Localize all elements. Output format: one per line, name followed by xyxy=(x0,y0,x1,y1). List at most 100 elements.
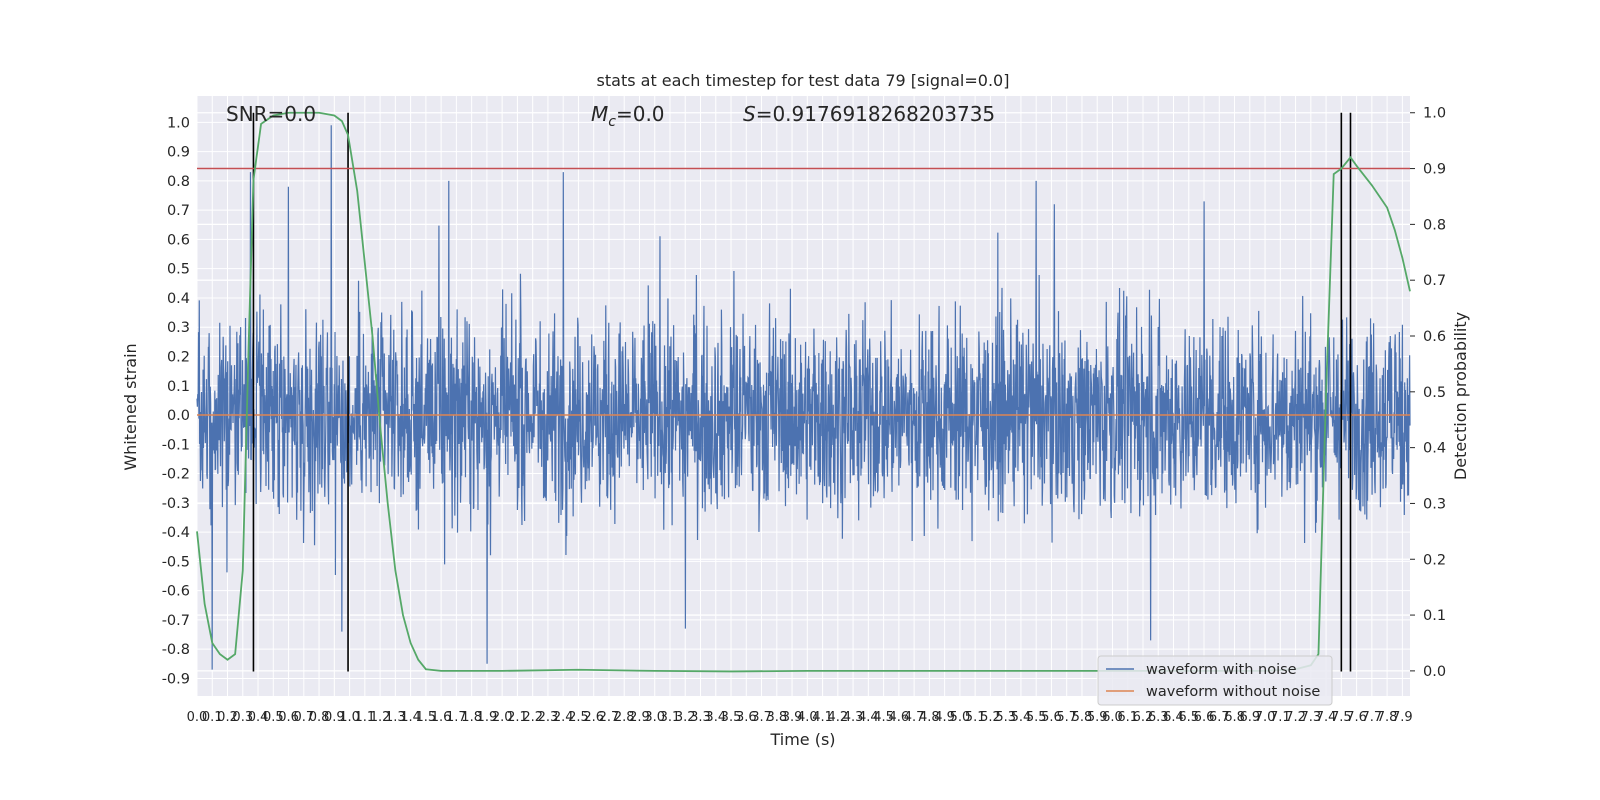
y-tick-label-right: 0.8 xyxy=(1423,217,1446,233)
x-tick-label: 7.3 xyxy=(1300,710,1321,725)
x-tick-label: 4.1 xyxy=(812,710,833,725)
x-tick-label: 5.7 xyxy=(1056,710,1077,725)
y-axis-label-left: Whitened strain xyxy=(121,343,140,470)
x-tick-label: 5.6 xyxy=(1041,710,1062,725)
x-tick-label: 1.0 xyxy=(339,710,360,725)
x-tick-label: 5.4 xyxy=(1011,710,1032,725)
y-tick-label-right: 0.3 xyxy=(1423,496,1446,512)
x-tick-label: 0.8 xyxy=(309,710,330,725)
waveform-with-noise-line xyxy=(196,125,1411,670)
x-tick-label: 5.1 xyxy=(965,710,986,725)
x-tick-label: 7.9 xyxy=(1392,710,1413,725)
s-value: =0.9176918268203735 xyxy=(756,102,995,126)
x-tick-label: 0.2 xyxy=(217,710,238,725)
y-tick-label-left: -0.7 xyxy=(162,613,190,629)
y-tick-label-left: 0.6 xyxy=(167,232,190,248)
y-tick-label-left: 0.0 xyxy=(167,408,190,424)
y-tick-label-left: 0.4 xyxy=(167,291,190,307)
mc-symbol: M xyxy=(591,102,608,126)
x-tick-label: 2.8 xyxy=(614,710,635,725)
x-tick-label: 2.1 xyxy=(507,710,528,725)
y-tick-label-right: 0.5 xyxy=(1423,385,1446,401)
x-tick-label: 5.2 xyxy=(980,710,1001,725)
y-tick-label-left: 0.1 xyxy=(167,379,190,395)
x-tick-label: 1.7 xyxy=(446,710,467,725)
x-tick-label: 6.1 xyxy=(1117,710,1138,725)
x-tick-label: 0.4 xyxy=(248,710,269,725)
y-axis-label-right: Detection probability xyxy=(1451,312,1470,480)
x-tick-label: 7.2 xyxy=(1285,710,1306,725)
x-tick-label: 0.9 xyxy=(324,710,345,725)
s-annotation: S=0.9176918268203735 xyxy=(743,102,995,126)
y-tick-label-right: 0.9 xyxy=(1423,162,1446,178)
x-tick-label: 0.1 xyxy=(202,710,223,725)
x-tick-label: 5.8 xyxy=(1072,710,1093,725)
x-tick-label: 3.3 xyxy=(690,710,711,725)
mc-annotation: Mc=0.0 xyxy=(591,102,665,130)
x-tick-label: 5.3 xyxy=(995,710,1016,725)
chart-title: stats at each timestep for test data 79 … xyxy=(597,71,1010,90)
x-tick-label: 3.1 xyxy=(660,710,681,725)
y-tick-label-left: -0.2 xyxy=(162,467,190,483)
x-tick-label: 6.7 xyxy=(1209,710,1230,725)
y-tick-label-left: 0.3 xyxy=(167,320,190,336)
x-tick-label: 3.6 xyxy=(736,710,757,725)
x-tick-label: 0.5 xyxy=(263,710,284,725)
x-tick-label: 4.4 xyxy=(858,710,879,725)
x-tick-label: 3.7 xyxy=(751,710,772,725)
x-tick-label: 1.9 xyxy=(477,710,498,725)
x-tick-label: 7.0 xyxy=(1255,710,1276,725)
y-tick-label-left: -0.1 xyxy=(162,437,190,453)
legend-label-clean: waveform without noise xyxy=(1146,684,1320,700)
y-tick-label-left: 0.5 xyxy=(167,262,190,278)
y-tick-label-right: 0.0 xyxy=(1423,664,1446,680)
x-tick-label: 3.0 xyxy=(644,710,665,725)
x-tick-label: 3.9 xyxy=(782,710,803,725)
x-tick-label: 1.3 xyxy=(385,710,406,725)
x-tick-label: 3.2 xyxy=(675,710,696,725)
y-tick-label-left: 1.0 xyxy=(167,115,190,131)
x-tick-label: 4.0 xyxy=(797,710,818,725)
snr-annotation: SNR=0.0 xyxy=(226,102,316,126)
x-tick-label: 1.2 xyxy=(370,710,391,725)
x-tick-label: 4.7 xyxy=(904,710,925,725)
x-tick-label: 6.4 xyxy=(1163,710,1184,725)
x-tick-label: 2.3 xyxy=(538,710,559,725)
y-tick-label-left: -0.5 xyxy=(162,554,190,570)
y-ticks-left: 1.0 0.9 0.8 0.7 0.6 0.5 0.4 0.3 0.2 0.1 0.0 -0.1 -0.… xyxy=(162,115,190,687)
x-tick-label: 7.4 xyxy=(1316,710,1337,725)
y-tick-label-right: 0.7 xyxy=(1423,273,1446,289)
x-axis-label: Time (s) xyxy=(769,730,835,749)
x-tick-label: 7.6 xyxy=(1346,710,1367,725)
x-tick-label: 2.0 xyxy=(492,710,513,725)
y-tick-label-right: 0.6 xyxy=(1423,329,1446,345)
x-tick-label: 6.0 xyxy=(1102,710,1123,725)
legend-box xyxy=(1097,655,1333,706)
x-tick-label: 4.2 xyxy=(827,710,848,725)
x-tick-label: 0.3 xyxy=(232,710,253,725)
x-tick-label: 7.8 xyxy=(1377,710,1398,725)
y-tick-label-left: 0.7 xyxy=(167,203,190,219)
y-tick-label-left: -0.3 xyxy=(162,496,190,512)
y-tick-label-left: -0.9 xyxy=(162,671,190,687)
x-tick-label: 7.5 xyxy=(1331,710,1352,725)
x-tick-label: 2.4 xyxy=(553,710,574,725)
x-tick-label: 4.5 xyxy=(873,710,894,725)
x-tick-label: 0.6 xyxy=(278,710,299,725)
x-tick-label: 2.6 xyxy=(583,710,604,725)
x-tick-label: 3.4 xyxy=(705,710,726,725)
x-tick-label: 1.8 xyxy=(461,710,482,725)
x-tick-label: 0.0 xyxy=(187,710,208,725)
x-tick-label: 3.5 xyxy=(721,710,742,725)
x-tick-label: 1.4 xyxy=(400,710,421,725)
x-tick-label: 4.8 xyxy=(919,710,940,725)
y-tick-label-right: 0.2 xyxy=(1423,552,1446,568)
mc-subscript: c xyxy=(608,114,616,130)
legend: waveform with noise waveform without noi… xyxy=(1097,655,1333,706)
x-tick-label: 6.2 xyxy=(1133,710,1154,725)
y-tick-label-left: 0.8 xyxy=(167,174,190,190)
x-tick-label: 0.7 xyxy=(293,710,314,725)
s-symbol: S xyxy=(743,102,756,126)
x-tick-label: 1.6 xyxy=(431,710,452,725)
x-tick-label: 1.5 xyxy=(416,710,437,725)
